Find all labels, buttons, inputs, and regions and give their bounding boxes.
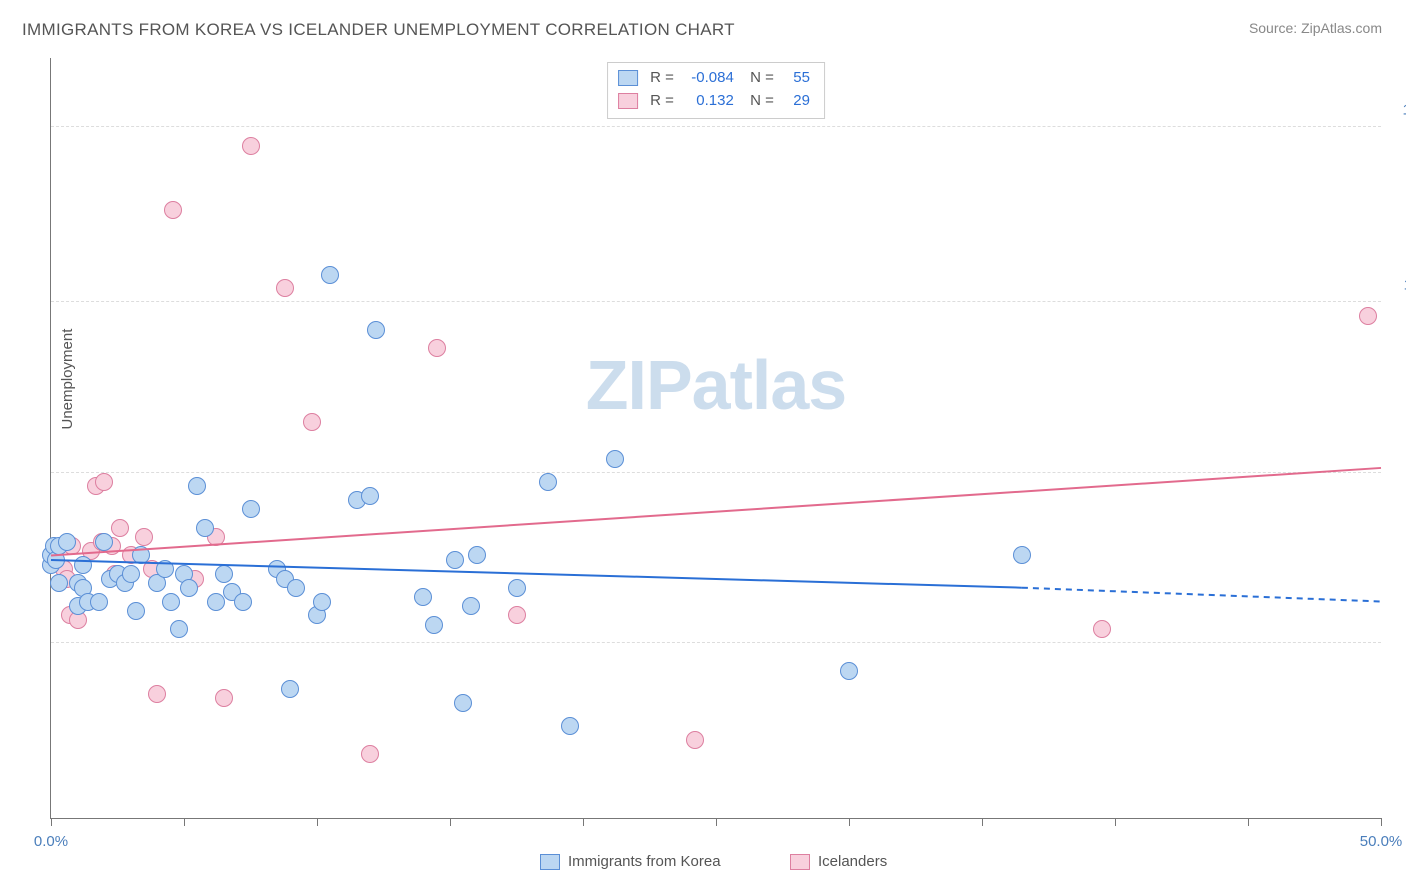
ytick-label: 7.5%: [1389, 447, 1406, 464]
regression-line: [1022, 588, 1381, 602]
legend-item-iceland: Icelanders: [790, 853, 887, 870]
r-value-korea: -0.084: [682, 67, 734, 90]
xtick: [583, 818, 584, 826]
chart-title: IMMIGRANTS FROM KOREA VS ICELANDER UNEMP…: [22, 20, 735, 40]
r-label: R =: [650, 67, 674, 90]
swatch-korea-icon: [618, 70, 638, 86]
xtick-label: 50.0%: [1360, 833, 1403, 850]
xtick: [184, 818, 185, 826]
corr-row-korea: R = -0.084 N = 55: [618, 67, 810, 90]
r-label: R =: [650, 90, 674, 113]
xtick: [849, 818, 850, 826]
ytick-label: 15.0%: [1389, 102, 1406, 119]
n-label: N =: [742, 67, 774, 90]
xtick: [982, 818, 983, 826]
correlation-legend: R = -0.084 N = 55 R = 0.132 N = 29: [607, 62, 825, 119]
source-attribution: Source: ZipAtlas.com: [1249, 20, 1382, 36]
xtick: [1248, 818, 1249, 826]
swatch-iceland-icon: [790, 854, 810, 870]
xtick: [1115, 818, 1116, 826]
regression-line: [51, 468, 1381, 556]
n-label: N =: [742, 90, 774, 113]
legend-label-iceland: Icelanders: [818, 853, 887, 870]
legend-label-korea: Immigrants from Korea: [568, 853, 721, 870]
legend-item-korea: Immigrants from Korea: [540, 853, 721, 870]
r-value-iceland: 0.132: [682, 90, 734, 113]
regression-lines-svg: [51, 58, 1381, 818]
xtick: [51, 818, 52, 826]
xtick-label: 0.0%: [34, 833, 68, 850]
n-value-korea: 55: [782, 67, 810, 90]
regression-line: [51, 560, 1022, 588]
n-value-iceland: 29: [782, 90, 810, 113]
xtick: [1381, 818, 1382, 826]
corr-row-iceland: R = 0.132 N = 29: [618, 90, 810, 113]
ytick-label: 3.8%: [1389, 617, 1406, 634]
swatch-iceland-icon: [618, 93, 638, 109]
xtick: [716, 818, 717, 826]
swatch-korea-icon: [540, 854, 560, 870]
scatter-plot-area: Unemployment ZIPatlas R = -0.084 N = 55 …: [50, 58, 1381, 819]
xtick: [317, 818, 318, 826]
xtick: [450, 818, 451, 826]
ytick-label: 11.2%: [1389, 277, 1406, 294]
